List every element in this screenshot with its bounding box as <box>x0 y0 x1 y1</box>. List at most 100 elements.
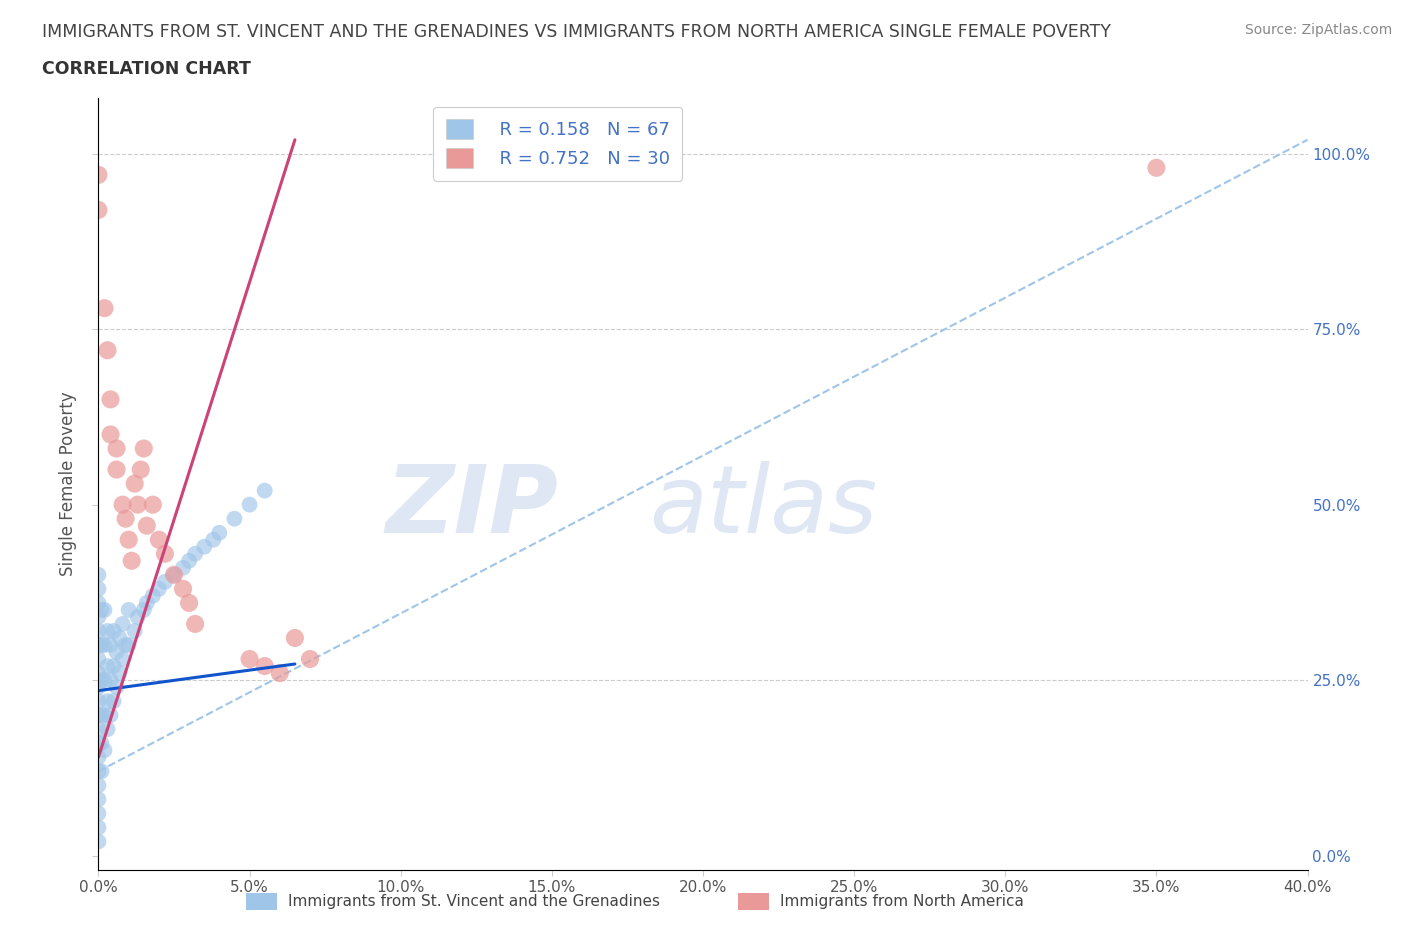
Point <box>105 441 128 456</box>
Point <box>163 567 186 582</box>
Point <box>87 609 110 624</box>
Point <box>184 546 207 561</box>
Point <box>87 652 110 667</box>
Point <box>132 441 155 456</box>
Point <box>129 462 152 477</box>
Point <box>96 343 118 358</box>
Point <box>87 792 110 807</box>
Point <box>90 736 112 751</box>
Point <box>118 603 141 618</box>
Point <box>93 638 115 653</box>
Point <box>208 525 231 540</box>
Point <box>105 462 128 477</box>
Point <box>90 638 112 653</box>
Text: Source: ZipAtlas.com: Source: ZipAtlas.com <box>1244 23 1392 37</box>
Point <box>93 300 115 315</box>
Point <box>121 553 143 568</box>
Point <box>105 644 128 659</box>
Point <box>114 512 136 526</box>
Point <box>96 658 118 673</box>
Point <box>87 595 110 610</box>
Point <box>127 609 149 624</box>
Point <box>96 694 118 709</box>
Text: CORRELATION CHART: CORRELATION CHART <box>42 60 252 78</box>
Point <box>114 638 136 653</box>
Point <box>100 392 122 406</box>
Point <box>142 589 165 604</box>
Point <box>124 476 146 491</box>
Point <box>1144 160 1167 175</box>
Y-axis label: Single Female Poverty: Single Female Poverty <box>59 392 77 576</box>
Point <box>87 167 110 182</box>
Point <box>148 581 170 596</box>
Point <box>87 736 110 751</box>
Point <box>103 694 125 709</box>
Text: Immigrants from North America: Immigrants from North America <box>780 894 1024 909</box>
Point <box>96 623 118 638</box>
Point <box>172 561 194 576</box>
Point <box>118 638 141 653</box>
Point <box>87 722 110 737</box>
Point <box>100 638 122 653</box>
Point <box>135 595 157 610</box>
Point <box>87 806 110 821</box>
Point <box>90 603 112 618</box>
Legend:   R = 0.158   N = 67,   R = 0.752   N = 30: R = 0.158 N = 67, R = 0.752 N = 30 <box>433 107 682 180</box>
Point <box>90 764 112 778</box>
Point <box>118 532 141 547</box>
Point <box>100 708 122 723</box>
Point <box>87 777 110 792</box>
Point <box>87 581 110 596</box>
Point <box>105 680 128 695</box>
Point <box>87 638 110 653</box>
Point <box>111 617 134 631</box>
Point <box>224 512 246 526</box>
Text: IMMIGRANTS FROM ST. VINCENT AND THE GRENADINES VS IMMIGRANTS FROM NORTH AMERICA : IMMIGRANTS FROM ST. VINCENT AND THE GREN… <box>42 23 1111 41</box>
Point <box>179 553 201 568</box>
Point <box>135 518 157 533</box>
Point <box>103 623 125 638</box>
Point <box>239 652 262 667</box>
Point <box>299 652 322 667</box>
Point <box>153 575 176 590</box>
Point <box>132 603 155 618</box>
Point <box>269 666 291 681</box>
Point <box>108 631 131 645</box>
Point <box>87 203 110 218</box>
Point <box>87 820 110 835</box>
Point <box>163 567 186 582</box>
Point <box>87 834 110 849</box>
Point <box>90 672 112 687</box>
Point <box>108 666 131 681</box>
Point <box>100 672 122 687</box>
Point <box>148 532 170 547</box>
Point <box>124 623 146 638</box>
Point <box>93 743 115 758</box>
Point <box>253 484 276 498</box>
Point <box>153 546 176 561</box>
Point <box>284 631 307 645</box>
Point <box>179 595 201 610</box>
Point <box>142 498 165 512</box>
Point <box>87 694 110 709</box>
Point <box>111 652 134 667</box>
Point <box>100 427 122 442</box>
Point <box>87 708 110 723</box>
Text: Immigrants from St. Vincent and the Grenadines: Immigrants from St. Vincent and the Gren… <box>288 894 661 909</box>
Point <box>172 581 194 596</box>
Point <box>239 498 262 512</box>
Point <box>87 623 110 638</box>
Point <box>193 539 215 554</box>
Point <box>253 658 276 673</box>
Point <box>87 750 110 764</box>
Point <box>87 567 110 582</box>
Point <box>93 708 115 723</box>
Point <box>87 666 110 681</box>
Point <box>111 498 134 512</box>
Point <box>127 498 149 512</box>
Point <box>96 722 118 737</box>
Point <box>184 617 207 631</box>
Point <box>90 708 112 723</box>
Point <box>103 658 125 673</box>
Text: ZIP: ZIP <box>385 460 558 552</box>
